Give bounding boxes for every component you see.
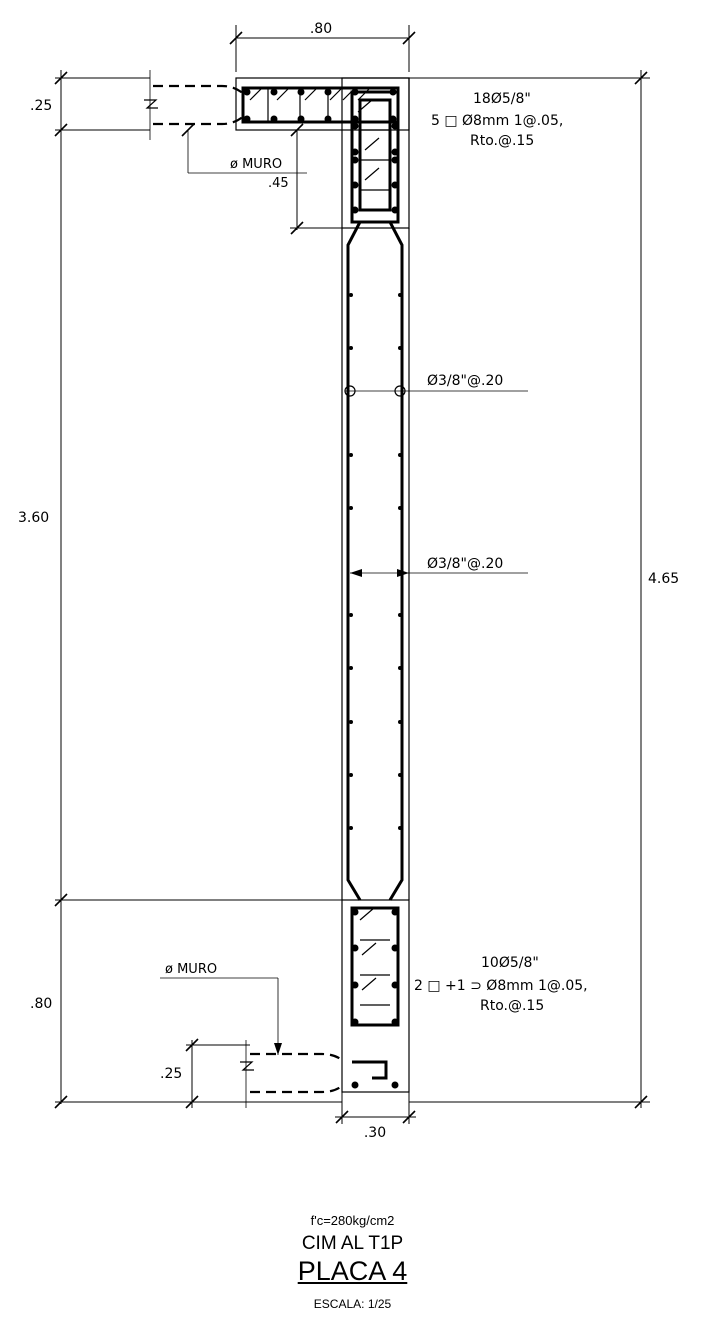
dim-top-flange: .25 (30, 70, 150, 137)
scale-label: ESCALA: 1/25 (313, 1297, 392, 1311)
top-muro-callout: ø MURO .45 (181, 123, 342, 235)
dim-right-overall: 4.65 (409, 70, 679, 1109)
dim-bottom-width-label: .30 (364, 1125, 386, 1141)
bottom-flange-label: .25 (160, 1066, 182, 1082)
dim-left-heights: 3.60 .80 (18, 130, 342, 1109)
top-stirrups-label: 5 □ Ø8mm 1@.05, (431, 113, 563, 129)
bottom-wall-stub (240, 1040, 343, 1108)
web-horizontal-callout: Ø3/8"@.20 (350, 556, 528, 577)
bottom-stirrups-label: 2 □ +1 ⊃ Ø8mm 1@.05, (414, 978, 588, 994)
top-reinforcement-note: 18Ø5/8" 5 □ Ø8mm 1@.05, Rto.@.15 (431, 91, 563, 149)
web-vertical-callout: Ø3/8"@.20 (344, 373, 528, 397)
dim-bottom-height-label: .80 (30, 996, 52, 1012)
top-flange-section (235, 77, 410, 131)
web-vertical-bars (349, 293, 402, 830)
top-rest-label: Rto.@.15 (470, 133, 534, 149)
bottom-rest-label: Rto.@.15 (480, 998, 544, 1014)
drawing-title: PLACA 4 (297, 1256, 408, 1286)
bottom-muro-label: ø MURO (165, 962, 217, 977)
dim-top-width: .80 (229, 21, 416, 72)
top-muro-depth-label: .45 (268, 176, 289, 191)
dim-overall-height-label: 4.65 (648, 571, 679, 587)
top-bars-label: 18Ø5/8" (473, 91, 531, 107)
dim-top-width-label: .80 (310, 21, 332, 37)
dim-bottom-width: .30 (335, 1092, 416, 1141)
bottom-reinforcement-note: 10Ø5/8" 2 □ +1 ⊃ Ø8mm 1@.05, Rto.@.15 (414, 955, 588, 1014)
bottom-muro-callout: ø MURO .25 (160, 962, 282, 1109)
top-boundary-element (341, 77, 410, 229)
concrete-spec: f'c=280kg/cm2 (310, 1213, 395, 1228)
top-muro-label: ø MURO (230, 157, 282, 172)
element-name: CIM AL T1P (301, 1233, 404, 1254)
web-vertical-label: Ø3/8"@.20 (427, 373, 503, 389)
top-wall-stub (144, 70, 247, 140)
bottom-bars-label: 10Ø5/8" (481, 955, 539, 971)
wall-web (341, 221, 410, 901)
dim-top-flange-label: .25 (30, 98, 52, 114)
bottom-boundary-element (341, 899, 410, 1093)
web-horizontal-label: Ø3/8"@.20 (427, 556, 503, 572)
dim-total-height-label: 3.60 (18, 510, 49, 526)
